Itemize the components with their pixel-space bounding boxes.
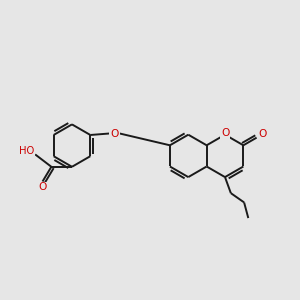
Text: HO: HO bbox=[19, 146, 34, 157]
Text: O: O bbox=[221, 128, 230, 138]
Text: O: O bbox=[110, 128, 119, 139]
Text: O: O bbox=[258, 129, 266, 140]
Text: O: O bbox=[38, 182, 47, 192]
